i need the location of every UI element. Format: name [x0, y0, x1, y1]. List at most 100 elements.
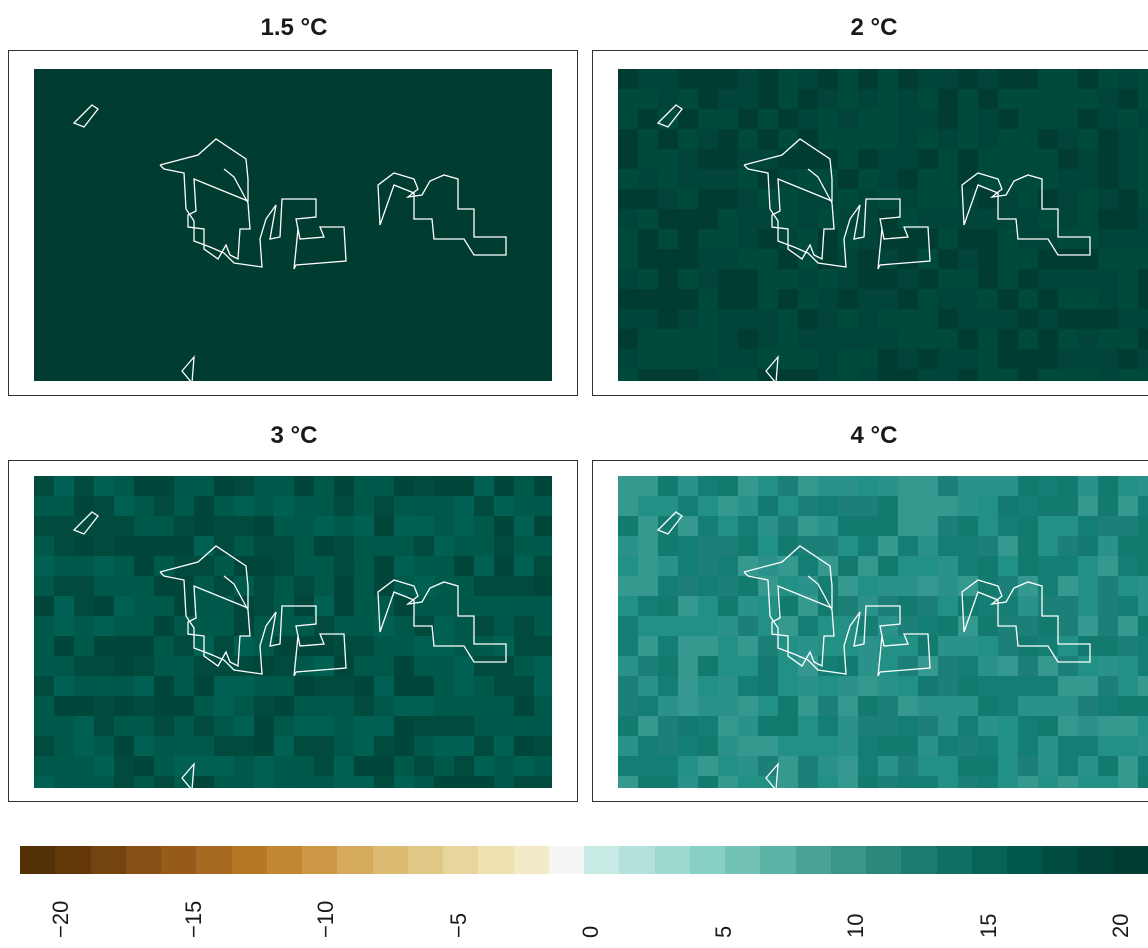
raster-cell — [998, 536, 1018, 556]
raster-cell — [234, 229, 254, 249]
raster-cell — [34, 209, 54, 229]
raster-cell — [858, 516, 878, 536]
raster-cell — [1078, 69, 1098, 89]
raster-cell — [434, 476, 454, 496]
raster-cell — [334, 756, 354, 776]
raster-cell — [978, 656, 998, 676]
tick-text: 10 — [843, 913, 868, 938]
raster-cell — [958, 349, 978, 369]
raster-cell — [878, 129, 898, 149]
raster-cell — [1018, 496, 1038, 516]
raster-cell — [1058, 89, 1078, 109]
raster-cell — [1018, 696, 1038, 716]
raster-cell — [638, 89, 658, 109]
raster-cell — [638, 596, 658, 616]
raster-cell — [858, 289, 878, 309]
raster-cell — [1118, 169, 1138, 189]
raster-cell — [1118, 536, 1138, 556]
raster-cell — [1138, 189, 1148, 209]
panel-title-4c: 4 °C — [850, 422, 898, 449]
raster-cell — [1018, 349, 1038, 369]
raster-cell — [394, 756, 414, 776]
raster-cell — [638, 516, 658, 536]
raster-cell — [74, 496, 94, 516]
raster-cell — [778, 656, 798, 676]
boundary-outline — [377, 172, 507, 256]
raster-cell — [494, 516, 514, 536]
raster-cell — [474, 736, 494, 756]
boundary-outline — [656, 511, 683, 535]
raster-cell — [938, 716, 958, 736]
raster-cell — [534, 716, 552, 736]
raster-cell — [898, 109, 918, 129]
raster-cell — [154, 89, 174, 109]
raster-cell — [838, 536, 858, 556]
raster-cell — [74, 189, 94, 209]
raster-cell — [738, 289, 758, 309]
raster-cell — [494, 89, 514, 109]
raster-cell — [1098, 616, 1118, 636]
raster-cell — [958, 736, 978, 756]
raster-cell — [838, 596, 858, 616]
raster-cell — [798, 776, 818, 788]
raster-cell — [74, 169, 94, 189]
raster-cell — [778, 516, 798, 536]
raster-cell — [314, 536, 334, 556]
raster-cell — [194, 716, 214, 736]
raster-cell — [374, 269, 394, 289]
raster-cell — [254, 696, 274, 716]
raster-cell — [534, 736, 552, 756]
raster-cell — [798, 636, 818, 656]
raster-cell — [998, 289, 1018, 309]
raster-cell — [698, 576, 718, 596]
raster-cell — [878, 676, 898, 696]
raster-cell — [858, 269, 878, 289]
raster-cell — [194, 329, 214, 349]
tick-text: 15 — [975, 913, 1001, 938]
raster-cell — [434, 109, 454, 129]
raster-cell — [1078, 329, 1098, 349]
raster-cell — [54, 229, 74, 249]
raster-cell — [778, 616, 798, 636]
raster-cell — [234, 269, 254, 289]
raster-map-2c — [618, 69, 1148, 381]
raster-cell — [738, 269, 758, 289]
raster-cell — [514, 616, 534, 636]
raster-cell — [234, 369, 254, 381]
raster-cell — [294, 556, 314, 576]
raster-cell — [878, 169, 898, 189]
raster-cell — [1138, 636, 1148, 656]
raster-cell — [1098, 776, 1118, 788]
raster-cell — [314, 109, 334, 129]
raster-cell — [1118, 149, 1138, 169]
raster-cell — [194, 516, 214, 536]
raster-cell — [94, 616, 114, 636]
raster-cell — [274, 169, 294, 189]
raster-cell — [958, 476, 978, 496]
raster-cell — [34, 776, 54, 788]
raster-cell — [698, 516, 718, 536]
raster-cell — [758, 476, 778, 496]
raster-cell — [918, 329, 938, 349]
raster-cell — [1098, 329, 1118, 349]
raster-cell — [998, 496, 1018, 516]
raster-cell — [394, 696, 414, 716]
raster-cell — [638, 576, 658, 596]
raster-cell — [1058, 149, 1078, 169]
raster-cell — [394, 349, 414, 369]
raster-cell — [878, 269, 898, 289]
raster-cell — [454, 149, 474, 169]
raster-cell — [798, 696, 818, 716]
raster-cell — [294, 69, 314, 89]
raster-cell — [698, 229, 718, 249]
raster-cell — [1038, 596, 1058, 616]
raster-cell — [1058, 536, 1078, 556]
raster-cell — [114, 229, 134, 249]
raster-cell — [858, 329, 878, 349]
raster-cell — [938, 269, 958, 289]
raster-cell — [618, 636, 638, 656]
raster-cell — [474, 576, 494, 596]
raster-cell — [94, 596, 114, 616]
raster-cell — [334, 676, 354, 696]
raster-cell — [194, 556, 214, 576]
